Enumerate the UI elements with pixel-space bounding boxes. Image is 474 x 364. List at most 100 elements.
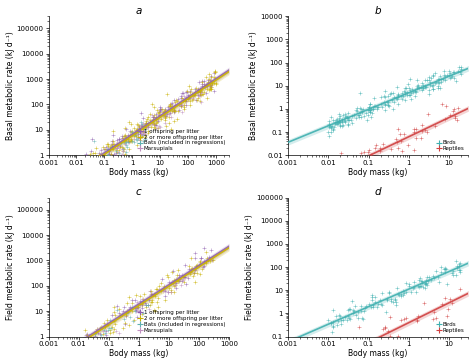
Point [429,316,437,322]
Point [109,144,116,150]
Point [325,124,333,130]
Point [385,99,392,105]
Point [202,260,210,266]
Point [389,90,397,96]
Point [453,258,460,264]
Point [108,143,115,149]
Point [142,134,149,140]
Point [393,84,401,90]
Point [182,98,190,104]
Point [343,113,350,119]
Point [87,151,94,157]
Point [171,278,179,284]
Point [389,299,397,305]
Point [186,102,193,108]
Point [178,110,185,115]
Point [197,98,204,104]
Point [175,274,183,280]
Point [98,324,105,330]
Point [172,108,179,114]
Point [141,121,149,127]
Point [192,85,200,91]
Point [186,263,193,269]
Title: d: d [375,187,382,197]
Point [125,139,132,145]
Point [102,332,109,338]
Point [325,129,332,135]
Point [360,308,367,314]
X-axis label: Body mass (kg): Body mass (kg) [348,349,408,359]
Point [428,277,435,283]
Point [331,121,339,127]
Point [194,96,202,102]
Point [345,315,352,321]
Point [412,135,419,141]
Point [336,119,343,125]
Point [429,273,437,278]
Point [155,283,163,289]
Point [365,104,373,110]
Point [410,279,418,285]
Point [159,109,167,115]
Point [143,120,150,126]
Point [209,82,216,87]
Point [124,132,132,138]
Point [156,124,164,130]
Point [144,128,152,134]
Point [359,316,366,322]
Point [185,93,193,99]
Point [371,103,378,108]
Point [109,128,117,134]
Point [182,98,189,104]
Point [114,145,121,151]
Point [139,138,147,143]
Point [201,78,208,84]
Point [155,288,163,293]
Point [146,297,153,303]
Point [150,291,158,297]
Point [344,117,352,123]
Point [171,99,179,104]
Point [406,76,413,82]
Point [436,73,444,79]
Point [448,270,456,276]
Point [124,136,131,142]
Point [135,125,143,131]
Point [157,281,164,286]
Point [172,276,180,281]
Point [401,88,408,94]
Point [159,286,166,292]
Point [180,94,187,99]
Point [367,115,374,120]
Point [115,147,123,153]
Point [199,264,206,270]
Point [142,118,150,124]
Point [148,119,155,125]
Point [133,126,141,132]
Point [114,307,121,313]
Point [412,89,420,95]
Point [345,121,352,127]
Point [193,89,201,95]
Point [103,317,111,323]
Point [211,74,219,80]
Point [326,121,333,127]
Point [126,314,134,320]
Point [150,307,158,313]
Point [130,125,138,131]
Point [410,126,418,132]
Point [200,81,208,87]
Point [134,304,142,310]
Y-axis label: Field metabolic rate (kJ d⁻¹): Field metabolic rate (kJ d⁻¹) [245,214,254,320]
Point [177,93,185,99]
Point [139,298,147,304]
Point [401,91,409,97]
Y-axis label: Basal metabolic rate (kJ d⁻¹): Basal metabolic rate (kJ d⁻¹) [249,31,258,140]
Point [105,151,112,157]
Point [167,103,174,109]
Point [154,300,161,305]
Point [146,117,154,123]
Point [178,90,186,96]
Point [355,114,363,120]
Legend: Birds, Reptiles: Birds, Reptiles [436,321,465,334]
